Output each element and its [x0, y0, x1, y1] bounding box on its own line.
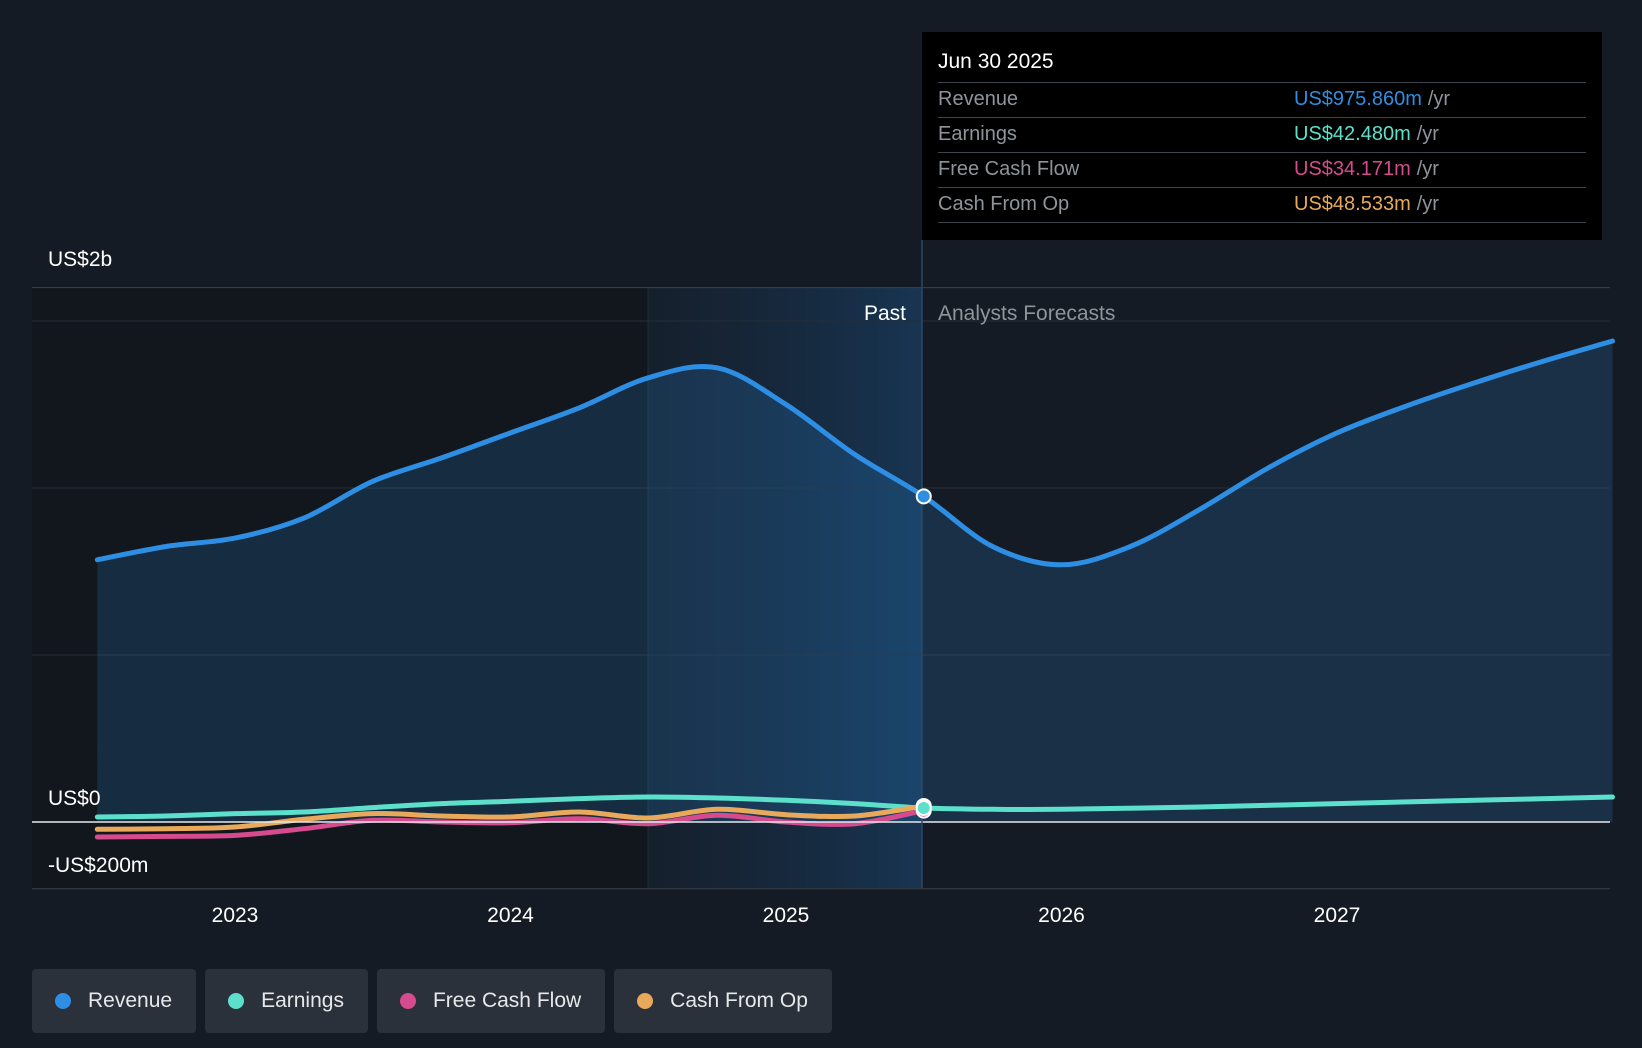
legend-dot-icon	[637, 993, 654, 1009]
series-line-earnings	[94, 794, 1615, 820]
tooltip-value: US$48.533m/yr	[1294, 193, 1439, 216]
y-tick-label: US$0	[48, 787, 101, 810]
legend-label: Earnings	[261, 989, 344, 1012]
x-tick-label: 2025	[763, 904, 810, 927]
legend-earnings[interactable]: Earnings	[205, 969, 368, 1033]
tooltip-row-revenue: Revenue US$975.860m/yr	[938, 82, 1586, 117]
tooltip-date: Jun 30 2025	[938, 50, 1054, 73]
tooltip-value: US$42.480m/yr	[1294, 123, 1439, 146]
tooltip-row-cash-from-op: Cash From Op US$48.533m/yr	[938, 187, 1586, 223]
tooltip-label: Free Cash Flow	[938, 158, 1080, 180]
tooltip-unit: /yr	[1416, 123, 1439, 145]
series-line-revenue	[94, 338, 1615, 568]
tooltip-row-free-cash-flow: Free Cash Flow US$34.171m/yr	[938, 152, 1586, 187]
past-highlight	[648, 288, 922, 888]
forecast-label: Analysts Forecasts	[938, 302, 1115, 325]
legend-dot-icon	[399, 993, 416, 1009]
tooltip-unit: /yr	[1427, 88, 1451, 110]
tooltip-value: US$975.860m/yr	[1294, 88, 1450, 111]
legend-cash-from-op[interactable]: Cash From Op	[614, 969, 832, 1033]
legend-free-cash-flow[interactable]: Free Cash Flow	[376, 969, 606, 1033]
legend-label: Cash From Op	[670, 989, 808, 1012]
x-tick-label: 2024	[487, 904, 534, 927]
marker-earnings	[915, 799, 932, 816]
x-tick-label: 2027	[1314, 904, 1361, 927]
tooltip-label: Revenue	[938, 88, 1019, 110]
series-line-cash-from-op	[94, 803, 927, 832]
marker-revenue	[915, 488, 932, 505]
legend-label: Free Cash Flow	[432, 989, 582, 1012]
tooltip-row-earnings: Earnings US$42.480m/yr	[938, 117, 1586, 152]
past-label: Past	[864, 302, 906, 325]
tooltip: Jun 30 2025 Revenue US$975.860m/yr Earni…	[922, 32, 1602, 240]
tooltip-amount: US$48.533m	[1294, 193, 1411, 215]
tooltip-amount: US$42.480m	[1294, 123, 1411, 145]
tooltip-amount: US$975.860m	[1294, 88, 1422, 110]
revenue-area	[97, 341, 1613, 822]
tooltip-value: US$34.171m/yr	[1294, 158, 1439, 181]
x-tick-label: 2023	[212, 904, 259, 927]
legend-label: Revenue	[88, 989, 173, 1012]
past-shade-dark	[32, 288, 648, 888]
x-tick-label: 2026	[1038, 904, 1085, 927]
tooltip-label: Earnings	[938, 123, 1017, 145]
tooltip-unit: /yr	[1416, 193, 1439, 215]
tooltip-label: Cash From Op	[938, 193, 1070, 215]
tooltip-unit: /yr	[1416, 158, 1439, 180]
legend-dot-icon	[55, 993, 71, 1009]
legend-revenue[interactable]: Revenue	[32, 969, 197, 1033]
y-tick-label: US$2b	[48, 248, 112, 271]
tooltip-amount: US$34.171m	[1294, 158, 1411, 180]
y-tick-label: -US$200m	[48, 854, 148, 877]
legend-dot-icon	[228, 993, 245, 1009]
legend: Revenue Earnings Free Cash Flow Cash Fro…	[32, 969, 832, 1033]
